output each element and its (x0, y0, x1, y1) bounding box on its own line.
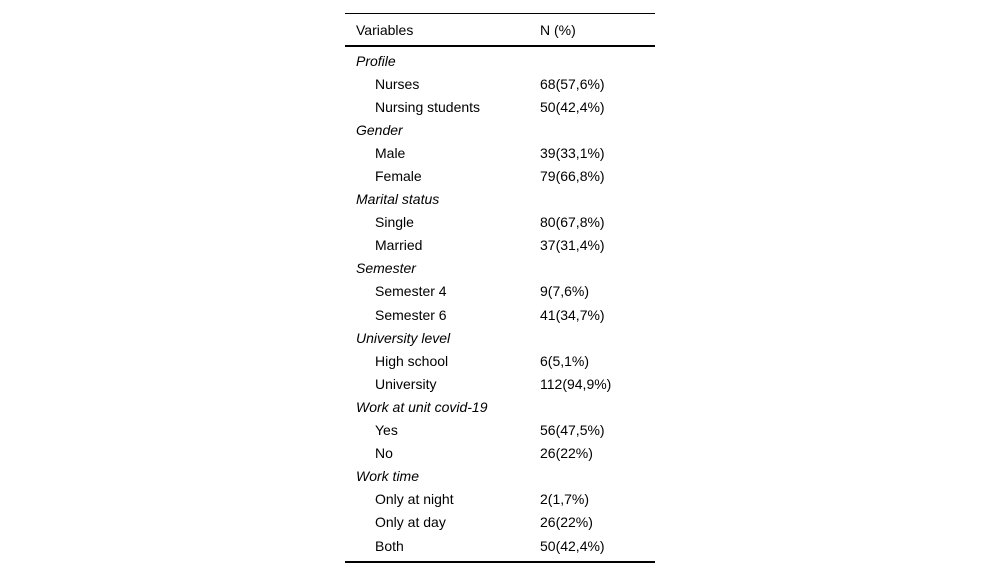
row-value: 80(67,8%) (540, 214, 605, 231)
table-row: Male 39(33,1%) (345, 141, 655, 164)
section-row-profile: Profile (345, 49, 655, 72)
table-row: Both 50(42,4%) (345, 534, 655, 557)
row-label: Married (375, 237, 423, 254)
row-value: 9(7,6%) (540, 283, 590, 300)
row-label: No (375, 445, 393, 462)
section-label: Semester (356, 260, 416, 277)
row-label: Only at night (375, 491, 454, 508)
table-row: Only at day 26(22%) (345, 511, 655, 534)
table-row: Married 37(31,4%) (345, 234, 655, 257)
row-value: 56(47,5%) (540, 422, 605, 439)
column-header-n-percent: N (%) (540, 21, 576, 38)
sample-characteristics-table: Variables N (%) Profile Nurses 68(57,6%)… (345, 13, 655, 564)
table-row: Single 80(67,8%) (345, 211, 655, 234)
row-label: Both (375, 537, 404, 554)
row-label: Single (375, 214, 414, 231)
row-label: Semester 4 (375, 283, 447, 300)
row-value: 37(31,4%) (540, 237, 605, 254)
row-value: 112(94,9%) (540, 375, 612, 392)
table-row: No 26(22%) (345, 442, 655, 465)
table-row: Female 79(66,8%) (345, 164, 655, 187)
section-label: Profile (356, 52, 396, 69)
section-label: Gender (356, 121, 403, 138)
row-value: 50(42,4%) (540, 98, 605, 115)
section-label: Work time (356, 468, 419, 485)
row-label: Female (375, 168, 422, 185)
table-body: Profile Nurses 68(57,6%) Nursing student… (345, 47, 655, 561)
column-header-variables: Variables (356, 21, 414, 38)
row-label: University (375, 375, 437, 392)
row-label: Yes (375, 422, 398, 439)
table-row: Yes 56(47,5%) (345, 419, 655, 442)
row-value: 26(22%) (540, 445, 593, 462)
section-label: Work at unit covid-19 (356, 398, 488, 415)
row-label: Male (375, 144, 406, 161)
table-header-row: Variables N (%) (345, 14, 655, 47)
row-label: Only at day (375, 514, 446, 531)
row-label: Nurses (375, 75, 420, 92)
section-row-semester: Semester (345, 257, 655, 280)
row-value: 68(57,6%) (540, 75, 605, 92)
table-row: Nurses 68(57,6%) (345, 72, 655, 95)
table-row: High school 6(5,1%) (345, 349, 655, 372)
row-value: 6(5,1%) (540, 352, 590, 369)
section-row-gender: Gender (345, 118, 655, 141)
table-row: Semester 4 9(7,6%) (345, 280, 655, 303)
table-row: Nursing students 50(42,4%) (345, 95, 655, 118)
row-value: 41(34,7%) (540, 306, 605, 323)
section-row-university-level: University level (345, 326, 655, 349)
row-value: 50(42,4%) (540, 537, 605, 554)
section-row-marital-status: Marital status (345, 188, 655, 211)
row-label: High school (375, 352, 449, 369)
section-row-work-time: Work time (345, 465, 655, 488)
row-value: 2(1,7%) (540, 491, 590, 508)
table-row: Semester 6 41(34,7%) (345, 303, 655, 326)
row-value: 79(66,8%) (540, 168, 605, 185)
table-row: University 112(94,9%) (345, 372, 655, 395)
row-label: Semester 6 (375, 306, 447, 323)
row-label: Nursing students (375, 98, 481, 115)
section-row-work-at-unit-covid19: Work at unit covid-19 (345, 395, 655, 418)
row-value: 39(33,1%) (540, 144, 605, 161)
section-label: University level (356, 329, 451, 346)
row-value: 26(22%) (540, 514, 593, 531)
section-label: Marital status (356, 191, 440, 208)
table-row: Only at night 2(1,7%) (345, 488, 655, 511)
